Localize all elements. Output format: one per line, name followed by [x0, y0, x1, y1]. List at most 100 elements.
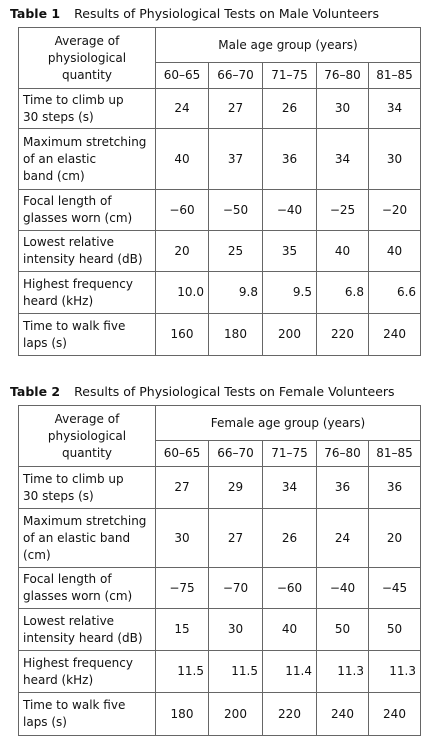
header-row: 60–65 66–70 71–75 76–80 81–85: [19, 62, 422, 89]
header-cell: 76–80: [316, 440, 369, 467]
row-label: Highest frequency heard (kHz): [18, 271, 156, 314]
cell: 200: [262, 313, 317, 356]
cell: −25: [316, 189, 369, 231]
header-row: Average of physiological quantity Female …: [18, 405, 421, 467]
cell: 9.8: [208, 271, 263, 314]
caption: Table 2 Results of Physiological Tests on…: [10, 384, 395, 399]
cell: 40: [262, 608, 317, 651]
table: Average of physiological quantity Male ag…: [18, 27, 422, 356]
header-cell: Female age group (years): [155, 405, 421, 441]
table-row: Focal length of glasses worn (cm) −75 −70−…: [18, 567, 421, 609]
row-label: Time to climb up 30 steps (s): [18, 466, 156, 509]
cell: 40: [316, 230, 369, 272]
cell: 27: [208, 88, 263, 129]
cell: −75: [155, 567, 209, 609]
table: Average of physiological quantity Female …: [18, 405, 421, 736]
header-cell: Average of physiological quantity: [18, 27, 156, 89]
header-cell: 76–80: [316, 62, 369, 89]
cell: −50: [208, 189, 263, 231]
table-row: Time to walk five laps (s) 180 200 220 240 24…: [18, 692, 421, 736]
cell: −40: [316, 567, 369, 609]
cell: 240: [316, 692, 369, 736]
table-row: Lowest relative intensity heard (dB) 15 30…: [18, 608, 421, 651]
table-row: Lowest relative intensity heard (dB) 20 25…: [18, 230, 422, 272]
cell: 11.3: [368, 650, 421, 693]
cell: 11.3: [316, 650, 369, 693]
cell: 11.4: [262, 650, 317, 693]
cell: 34: [316, 128, 369, 190]
cell: 50: [368, 608, 421, 651]
header-cell: 60–65: [155, 440, 209, 467]
row-label: Lowest relative intensity heard (dB): [18, 230, 156, 272]
cell: 160: [155, 313, 209, 356]
cell: 30: [208, 608, 263, 651]
cell: 37: [208, 128, 263, 190]
cell: 40: [367, 230, 422, 272]
table-row: Time to climb up 30 steps (s) 27 29 34 36 36: [18, 466, 421, 509]
table-row: Focal length of glasses worn (cm) −60 −50−…: [18, 189, 422, 231]
cell: 27: [155, 466, 209, 509]
cell: 180: [155, 692, 209, 736]
table-row: Maximum stretching of an elastic band (c…: [18, 128, 422, 190]
cell: 34: [262, 466, 317, 509]
table-row: Highest frequency heard (kHz) 10.0 9.8 9.5 6…: [18, 271, 422, 314]
cell: 24: [316, 508, 369, 568]
row-label: Time to walk five laps (s): [18, 313, 156, 356]
header-cell: 81–85: [367, 62, 422, 89]
header-row: Average of physiological quantity Male ag…: [18, 27, 422, 89]
table-row: Maximum stretching of an elastic band (c…: [18, 508, 421, 568]
cell: −40: [262, 189, 317, 231]
header-cell: 60–65: [155, 62, 209, 89]
cell: 26: [262, 88, 317, 129]
cell: 220: [316, 313, 369, 356]
table-row: Time to walk five laps (s) 160 180 200 220 24…: [18, 313, 422, 356]
cell: −60: [155, 189, 209, 231]
caption: Table 1 Results of Physiological Tests on…: [10, 6, 379, 21]
cell: 26: [262, 508, 317, 568]
row-label: Focal length of glasses worn (cm): [18, 567, 156, 609]
row-label: Maximum stretching of an elastic band (c…: [18, 128, 156, 190]
cell: 35: [262, 230, 317, 272]
cell: 240: [368, 692, 421, 736]
table-title: Results of Physiological Tests on Male V…: [74, 6, 379, 21]
header-cell: Male age group (years): [154, 27, 422, 63]
cell: −20: [367, 189, 422, 231]
cell: 220: [262, 692, 317, 736]
cell: 50: [316, 608, 369, 651]
cell: 29: [208, 466, 263, 509]
cell: 11.5: [208, 650, 263, 693]
cell: 24: [155, 88, 209, 129]
cell: 15: [155, 608, 209, 651]
table-title: Results of Physiological Tests on Female…: [74, 384, 395, 399]
cell: 27: [208, 508, 263, 568]
row-label: Time to climb up 30 steps (s): [18, 88, 156, 129]
table-row: Time to climb up 30 steps (s) 24 27 26 30 34: [18, 88, 422, 129]
cell: 240: [367, 313, 422, 356]
cell: 36: [316, 466, 369, 509]
row-label: Highest frequency heard (kHz): [18, 650, 156, 693]
cell: −60: [262, 567, 317, 609]
cell: 180: [208, 313, 263, 356]
row-label: Maximum stretching of an elastic band (c…: [18, 508, 156, 568]
cell: 6.6: [367, 271, 422, 314]
cell: 30: [155, 508, 209, 568]
table-label: Table 2: [10, 384, 61, 399]
cell: 20: [155, 230, 209, 272]
cell: 30: [367, 128, 422, 190]
cell: 200: [208, 692, 263, 736]
cell: 11.5: [155, 650, 209, 693]
cell: 36: [368, 466, 421, 509]
header-cell: 66–70: [208, 440, 263, 467]
cell: −70: [208, 567, 263, 609]
header-cell: 66–70: [208, 62, 263, 89]
cell: −45: [368, 567, 421, 609]
cell: 30: [316, 88, 369, 129]
header-row: 60–65 66–70 71–75 76–80 81–85: [19, 440, 421, 467]
row-label: Focal length of glasses worn (cm): [18, 189, 156, 231]
cell: 34: [367, 88, 422, 129]
cell: 6.8: [316, 271, 369, 314]
cell: 25: [208, 230, 263, 272]
row-label: Time to walk five laps (s): [18, 692, 156, 736]
table-label: Table 1: [10, 6, 61, 21]
